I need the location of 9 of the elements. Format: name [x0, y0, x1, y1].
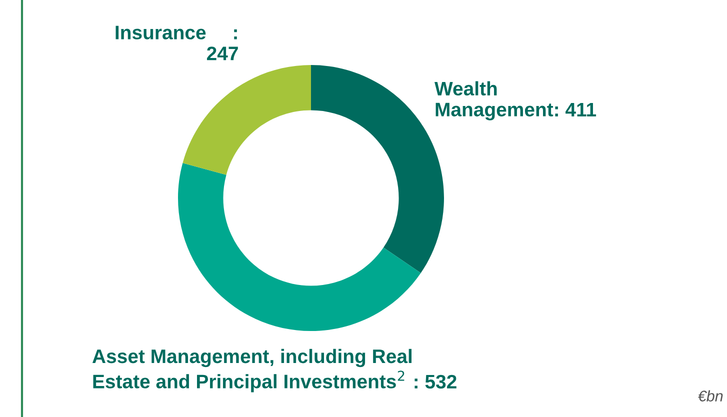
data-label: : 532	[414, 374, 456, 389]
donut-slice	[178, 162, 421, 331]
text: €bn	[698, 390, 723, 402]
slice-label: Wealth Management	[434, 81, 554, 120]
data-label: : 411	[555, 102, 596, 116]
data-label: : 247	[206, 29, 238, 60]
slice-label: Insurance	[116, 26, 206, 40]
donut-slice	[182, 65, 311, 175]
slice-label: Asset Management, including Real Estate and Principal Investments$^{2}$	[92, 348, 412, 392]
